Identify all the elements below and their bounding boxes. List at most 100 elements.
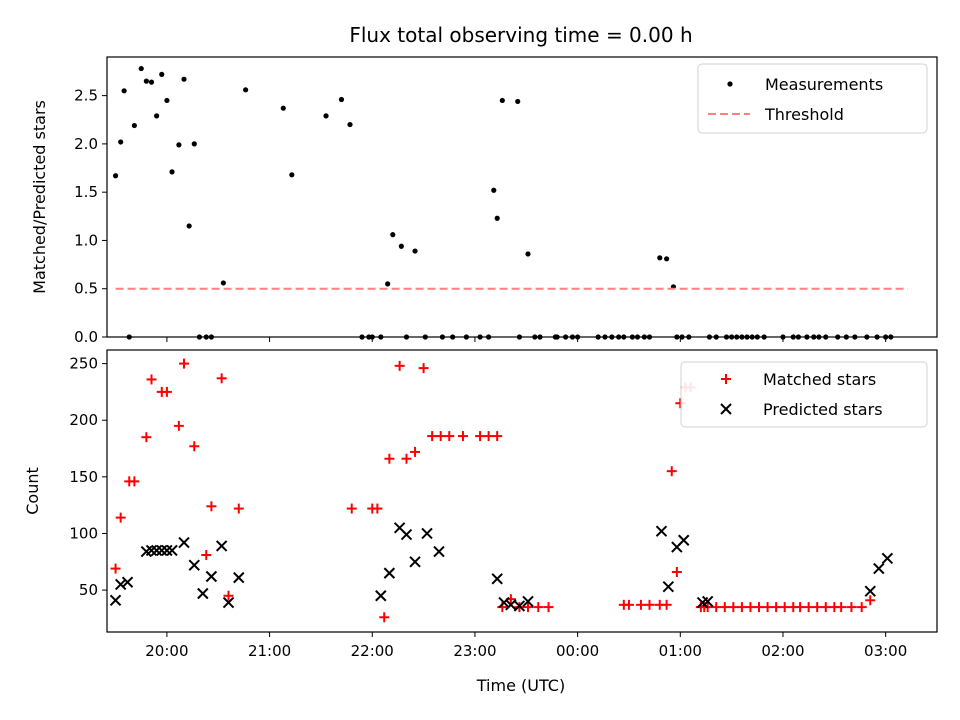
top-dot-point-31 (390, 232, 396, 238)
bottom-x-point-19 (400, 528, 413, 541)
bottom-ytick-label-3: 200 (69, 411, 98, 429)
bottom-xtick-label-2: 22:00 (351, 642, 394, 660)
bottom-plus-point-62 (795, 602, 806, 613)
legend-threshold-label: Threshold (764, 105, 844, 124)
bottom-x-point-9 (178, 536, 190, 549)
bottom-ytick-label-4: 250 (69, 355, 98, 373)
bottom-xtick-label-5: 01:00 (659, 642, 702, 660)
bottom-x-point-26 (513, 600, 526, 612)
bottom-plus-point-63 (803, 602, 814, 613)
bottom-plus-point-5 (146, 374, 157, 385)
top-dot-point-0 (112, 173, 119, 179)
bottom-xtick-label-1: 21:00 (248, 642, 291, 660)
top-dot-point-63 (657, 255, 663, 261)
bottom-plus-point-43 (661, 599, 672, 610)
bottom-plus-point-16 (346, 503, 357, 514)
bottom-x-point-1 (114, 578, 127, 591)
bottom-x-point-27 (522, 595, 534, 608)
bottom-plus-point-41 (644, 599, 655, 610)
bottom-x-point-21 (421, 527, 433, 540)
bottom-plus-point-14 (223, 590, 234, 601)
top-dot-point-7 (148, 79, 155, 85)
legend-predicted-marker (720, 403, 732, 415)
bottom-plus-point-21 (394, 360, 405, 371)
bottom-x-point-16 (375, 590, 387, 602)
bottom-plus-point-23 (410, 446, 421, 457)
top-dot-point-4 (131, 122, 137, 129)
bottom-plus-point-52 (711, 602, 722, 613)
top-tick-group: 0.0 0.5 1.0 1.5 2.0 2.5 (74, 87, 887, 346)
top-dot-point-5 (138, 65, 144, 72)
bottom-ytick-label-0: 50 (79, 581, 98, 599)
bottom-x-point-22 (433, 545, 445, 558)
bottom-plus-point-12 (206, 501, 217, 512)
legend-matched-marker (721, 374, 731, 384)
bottom-plus-point-40 (635, 599, 646, 610)
bottom-plus-point-26 (435, 431, 446, 442)
bottom-plus-point-44 (666, 466, 677, 477)
top-legend: Measurements Threshold (697, 63, 928, 134)
bottom-axes-frame (106, 349, 938, 633)
bottom-plus-point-65 (820, 602, 831, 613)
bottom-x-point-15 (233, 571, 245, 584)
bottom-plus-point-39 (623, 599, 634, 610)
top-dot-point-44 (515, 98, 521, 105)
top-dot-point-24 (338, 96, 345, 103)
bottom-x-point-5 (150, 544, 163, 557)
bottom-x-point-12 (205, 570, 218, 583)
top-axes-frame (106, 56, 938, 338)
bottom-plus-point-68 (846, 602, 857, 613)
bottom-x-point-11 (197, 587, 209, 600)
bottom-plus-point-13 (216, 373, 227, 384)
bottom-plus-point-9 (179, 358, 190, 369)
bottom-xtick-label-4: 00:00 (556, 642, 599, 660)
top-dot-point-14 (186, 223, 192, 229)
bottom-plus-point-25 (427, 431, 438, 442)
top-ytick-label-3: 1.5 (74, 183, 98, 201)
top-dot-point-19 (220, 280, 226, 286)
bottom-x-point-35 (873, 562, 885, 575)
legend-measurements-marker (727, 81, 733, 87)
bottom-plot-area (109, 358, 894, 623)
chart-title: Flux total observing time = 0.00 h (349, 23, 692, 47)
bottom-plus-point-60 (779, 602, 790, 613)
bottom-plus-point-22 (401, 453, 412, 464)
bottom-plus-point-20 (384, 453, 395, 464)
bottom-plus-point-54 (728, 602, 739, 613)
bottom-plus-point-29 (475, 431, 486, 442)
bottom-plus-point-18 (372, 503, 383, 514)
bottom-x-point-20 (409, 556, 421, 568)
bottom-plus-point-31 (492, 431, 503, 442)
bottom-plus-point-70 (865, 595, 876, 606)
bottom-x-point-4 (145, 544, 158, 557)
bottom-plus-point-7 (161, 386, 172, 397)
legend-measurements-label: Measurements (765, 75, 883, 94)
bottom-y-axis-label: Count (23, 467, 42, 515)
top-dot-point-34 (412, 248, 418, 254)
top-dot-point-23 (323, 113, 329, 119)
bottom-plus-point-55 (736, 602, 747, 613)
legend-predicted-label: Predicted stars (763, 400, 883, 419)
bottom-legend: Matched stars Predicted stars (680, 361, 928, 428)
bottom-x-point-7 (161, 544, 173, 557)
bottom-plus-point-30 (483, 431, 494, 442)
top-dot-point-11 (169, 169, 175, 175)
bottom-plus-point-64 (812, 602, 823, 613)
bottom-plus-point-53 (719, 602, 730, 613)
bottom-xtick-label-6: 02:00 (761, 642, 804, 660)
bottom-x-point-2 (121, 576, 134, 588)
bottom-plus-point-37 (543, 602, 554, 613)
bottom-x-point-34 (864, 585, 876, 597)
bottom-plus-point-10 (189, 441, 200, 452)
top-dot-point-42 (494, 215, 500, 221)
top-dot-point-9 (159, 71, 165, 77)
bottom-plus-point-0 (110, 563, 121, 574)
bottom-x-point-31 (678, 534, 690, 546)
top-dot-point-10 (164, 97, 170, 104)
bottom-xtick-label-3: 23:00 (453, 642, 496, 660)
top-dot-point-46 (525, 251, 531, 257)
top-dot-point-20 (243, 87, 249, 93)
legend-matched-label: Matched stars (763, 370, 876, 389)
top-dot-point-15 (191, 141, 197, 147)
top-dot-point-1 (118, 139, 124, 145)
